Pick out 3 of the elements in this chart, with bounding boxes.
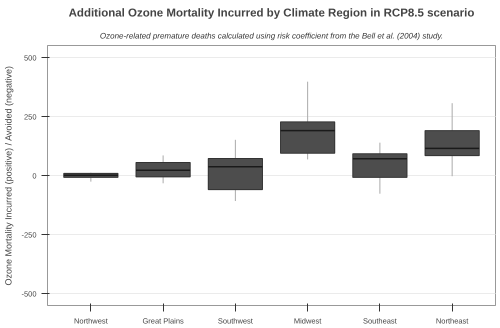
chart-title: Additional Ozone Mortality Incurred by Climate Region in RCP8.5 scenario bbox=[68, 8, 474, 20]
chart-subtitle: Ozone-related premature deaths calculated using risk coefficient from the Bell et al. (2004) study. bbox=[100, 32, 444, 40]
y-axis-title: Ozone Mortality Incurred (positive) / Avoided (negative) bbox=[3, 66, 14, 286]
